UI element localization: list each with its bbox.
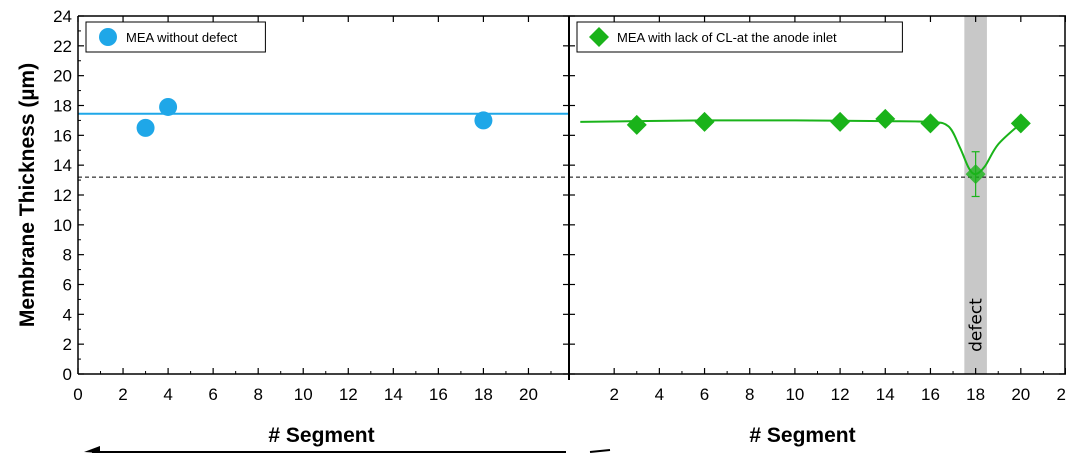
panel-1-legend-label: MEA without defect: [126, 30, 238, 45]
panel-2-data-point: [1010, 113, 1031, 134]
panel-2-data-point: [965, 164, 986, 185]
panel-2-defect-label: defect: [967, 298, 987, 352]
panel-2-legend-marker: [589, 27, 609, 47]
chart-data-layer: [78, 97, 1066, 198]
panel-1-x-tick-label: 10: [294, 385, 313, 404]
panel-1-x-tick-label: 2: [118, 385, 127, 404]
chart-axes-layer: [77, 15, 1066, 380]
panel-2-x-tick-label: 20: [1011, 385, 1030, 404]
panel-1-x-tick-label: 4: [163, 385, 172, 404]
panel-1-x-tick-label: 8: [253, 385, 262, 404]
y-tick-label: 16: [53, 126, 72, 145]
panel-1-data-point: [159, 97, 178, 116]
panel-2-x-axis-title: # Segment: [749, 424, 855, 447]
panel-2-data-point: [694, 111, 715, 132]
panel-2-data-point: [626, 114, 647, 135]
y-tick-label: 18: [53, 97, 72, 116]
y-tick-label: 12: [53, 186, 72, 205]
panel-1-legend-marker: [99, 28, 117, 46]
y-tick-label: 4: [63, 305, 72, 324]
panel-2-legend-label: MEA with lack of CL-at the anode inlet: [617, 30, 837, 45]
bottom-arrow-right-head: [589, 449, 611, 453]
y-axis-title: Membrane Thickness (µm): [16, 63, 39, 327]
panel-2-x-tick-label: 16: [921, 385, 940, 404]
y-tick-label: 10: [53, 216, 72, 235]
y-tick-label: 14: [53, 156, 72, 175]
panel-2-x-tick-label: 18: [966, 385, 985, 404]
y-tick-label: 2: [63, 335, 72, 354]
panel-2-x-tick-label: 22: [1057, 385, 1066, 404]
panel-1-x-tick-label: 16: [429, 385, 448, 404]
panel-2-data-point: [920, 113, 941, 134]
panel-2-legend-box: [576, 21, 903, 53]
panel-2-data-point: [875, 108, 896, 129]
panel-1-data-point: [474, 111, 493, 130]
panel-2-x-tick-label: 6: [700, 385, 709, 404]
panel-2-x-tick-label: 4: [655, 385, 664, 404]
panel-2-x-tick-label: 8: [745, 385, 754, 404]
y-tick-label: 6: [63, 276, 72, 295]
panel-1-data-point: [136, 118, 155, 137]
panel-1-x-tick-label: 12: [339, 385, 358, 404]
panel-1-x-tick-label: 0: [73, 385, 82, 404]
y-tick-label: 22: [53, 37, 72, 56]
y-tick-label: 20: [53, 67, 72, 86]
panel-1-x-tick-label: 14: [384, 385, 403, 404]
panel-2-x-tick-label: 2: [609, 385, 618, 404]
panel-2-x-tick-label: 12: [831, 385, 850, 404]
y-tick-label: 0: [63, 365, 72, 384]
panel-1-x-tick-label: 20: [519, 385, 538, 404]
panel-1-x-tick-label: 6: [208, 385, 217, 404]
panel-2-x-tick-label: 10: [785, 385, 804, 404]
panel-1-x-tick-label: 18: [474, 385, 493, 404]
y-tick-label: 24: [53, 7, 72, 26]
bottom-arrow-left-head: [84, 446, 100, 453]
panel-1-x-axis-title: # Segment: [268, 424, 374, 447]
panel-2-data-point: [830, 111, 851, 132]
panel-2-x-tick-label: 14: [876, 385, 895, 404]
y-tick-label: 8: [63, 246, 72, 265]
panel-2-series-1-fit-line: [580, 119, 1022, 176]
